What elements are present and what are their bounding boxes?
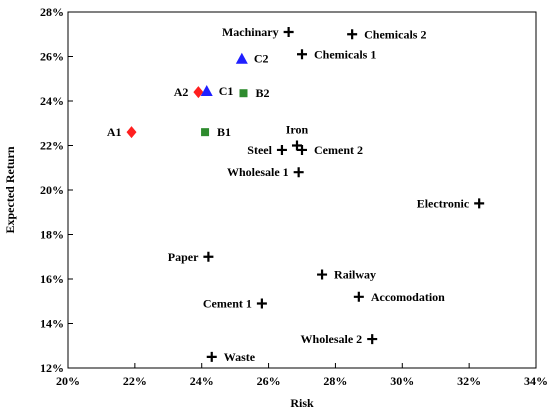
point-label: A1 (107, 125, 122, 139)
x-tick-label: 20% (56, 374, 80, 388)
point-a2: A2 (174, 85, 204, 99)
x-tick-label: 28% (323, 374, 347, 388)
x-tick-label: 24% (190, 374, 214, 388)
plot-area (67, 11, 537, 369)
point-label: Chemicals 1 (314, 47, 376, 61)
y-tick-label: 22% (40, 139, 64, 153)
point-label: Waste (224, 350, 256, 364)
plus-marker (297, 144, 307, 155)
x-tick-label: 22% (123, 374, 147, 388)
point-paper: Paper (168, 250, 214, 264)
triangle-marker (200, 84, 213, 96)
point-label: C1 (219, 84, 234, 98)
data-points: Machinary Chemicals 2 Chemicals 1 C2 A2 C1 B2 A… (107, 25, 485, 364)
point-chemicals-1: Chemicals 1 (297, 47, 376, 61)
plus-marker (256, 298, 267, 309)
point-railway: Railway (317, 268, 376, 282)
y-axis: 12% 14% 16% 18% 20% 22% 24% 26% 28% (40, 5, 73, 375)
plus-marker (293, 167, 304, 178)
point-label: Accomodation (371, 290, 445, 304)
point-label: Iron (286, 123, 309, 137)
y-tick-label: 20% (40, 183, 64, 197)
point-label: Wholesale 1 (227, 165, 289, 179)
point-machinary: Machinary (222, 25, 294, 39)
x-tick-label: 26% (257, 374, 281, 388)
point-c1: C1 (200, 84, 234, 98)
y-axis-title: Expected Return (3, 146, 17, 233)
point-label: B1 (217, 125, 231, 139)
point-label: B2 (256, 86, 270, 100)
point-label: C2 (254, 52, 269, 66)
point-a1: A1 (107, 125, 137, 139)
point-label: A2 (174, 85, 189, 99)
plus-marker (367, 334, 378, 345)
square-marker (239, 89, 248, 98)
point-label: Railway (334, 268, 376, 282)
x-tick-label: 34% (524, 374, 548, 388)
point-wholesale-1: Wholesale 1 (227, 165, 304, 179)
point-b1: B1 (201, 125, 231, 139)
point-label: Steel (247, 143, 272, 157)
plus-marker (283, 27, 294, 38)
point-label: Cement 2 (314, 143, 363, 157)
plus-marker (317, 269, 328, 280)
plus-marker (206, 351, 217, 362)
plus-marker (291, 140, 302, 151)
y-tick-label: 24% (40, 94, 64, 108)
y-tick-label: 16% (40, 272, 64, 286)
point-steel: Steel (247, 143, 287, 157)
point-electronic: Electronic (417, 196, 485, 210)
x-axis-title: Risk (290, 396, 314, 410)
point-iron: Iron (286, 123, 309, 151)
plus-marker (474, 198, 485, 209)
y-tick-label: 26% (40, 50, 64, 64)
point-label: Paper (168, 250, 199, 264)
square-marker (201, 128, 210, 137)
point-label: Electronic (417, 196, 470, 210)
point-cement-1: Cement 1 (203, 296, 267, 310)
plus-marker (203, 251, 214, 262)
y-tick-label: 12% (40, 361, 64, 375)
y-tick-label: 18% (40, 228, 64, 242)
point-label: Chemicals 2 (364, 27, 426, 41)
point-accomodation: Accomodation (353, 290, 445, 304)
diamond-marker (126, 126, 137, 139)
point-label: Cement 1 (203, 296, 252, 310)
x-tick-label: 30% (390, 374, 414, 388)
triangle-marker (235, 52, 248, 64)
point-cement-2: Cement 2 (297, 143, 363, 157)
plus-marker (347, 29, 358, 40)
point-b2: B2 (239, 86, 270, 100)
x-tick-label: 32% (457, 374, 481, 388)
plus-marker (353, 291, 364, 302)
point-label: Wholesale 2 (301, 332, 363, 346)
plus-marker (276, 144, 287, 155)
point-chemicals-2: Chemicals 2 (347, 27, 426, 41)
point-waste: Waste (206, 350, 256, 364)
point-c2: C2 (235, 52, 269, 66)
plus-marker (297, 49, 307, 60)
x-axis: 20% 22% 24% 26% 28% 30% 32% 34% (56, 363, 548, 388)
y-tick-label: 14% (40, 317, 64, 331)
y-tick-label: 28% (40, 5, 64, 19)
diamond-marker (193, 86, 204, 99)
point-wholesale-2: Wholesale 2 (301, 332, 378, 346)
point-label: Machinary (222, 25, 279, 39)
